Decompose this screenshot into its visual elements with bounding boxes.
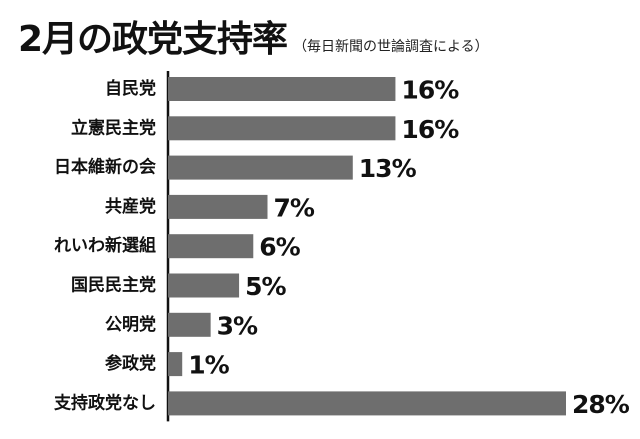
category-label: 支持政党なし — [54, 392, 156, 413]
value-label: 16% — [401, 76, 459, 105]
category-label: 公明党 — [105, 314, 156, 335]
category-label: 立憲民主党 — [71, 117, 156, 138]
value-label: 6% — [259, 233, 300, 262]
category-label: 日本維新の会 — [54, 157, 156, 178]
chart-title: 2月の政党支持率 — [18, 19, 288, 60]
bar — [168, 352, 183, 377]
value-label: 1% — [188, 351, 229, 380]
value-label: 3% — [217, 311, 258, 340]
value-label: 7% — [274, 193, 315, 222]
bar — [168, 273, 240, 298]
bar — [168, 116, 396, 141]
value-label: 5% — [245, 272, 286, 301]
category-label: れいわ新選組 — [54, 235, 156, 256]
category-label: 自民党 — [105, 78, 156, 99]
bar — [168, 234, 254, 259]
bar — [168, 312, 211, 337]
bar — [168, 391, 566, 416]
value-label: 16% — [401, 115, 459, 144]
chart-title-row: 2月の政党支持率 （毎日新聞の世論調査による） — [18, 10, 489, 60]
bar — [168, 77, 396, 101]
chart-subtitle: （毎日新聞の世論調査による） — [293, 39, 489, 55]
category-label: 共産党 — [105, 196, 156, 217]
value-label: 13% — [359, 154, 417, 183]
bar — [168, 155, 353, 180]
value-label: 28% — [572, 390, 630, 419]
category-label: 参政党 — [105, 353, 156, 374]
category-label: 国民民主党 — [71, 275, 156, 296]
bar — [168, 194, 268, 219]
